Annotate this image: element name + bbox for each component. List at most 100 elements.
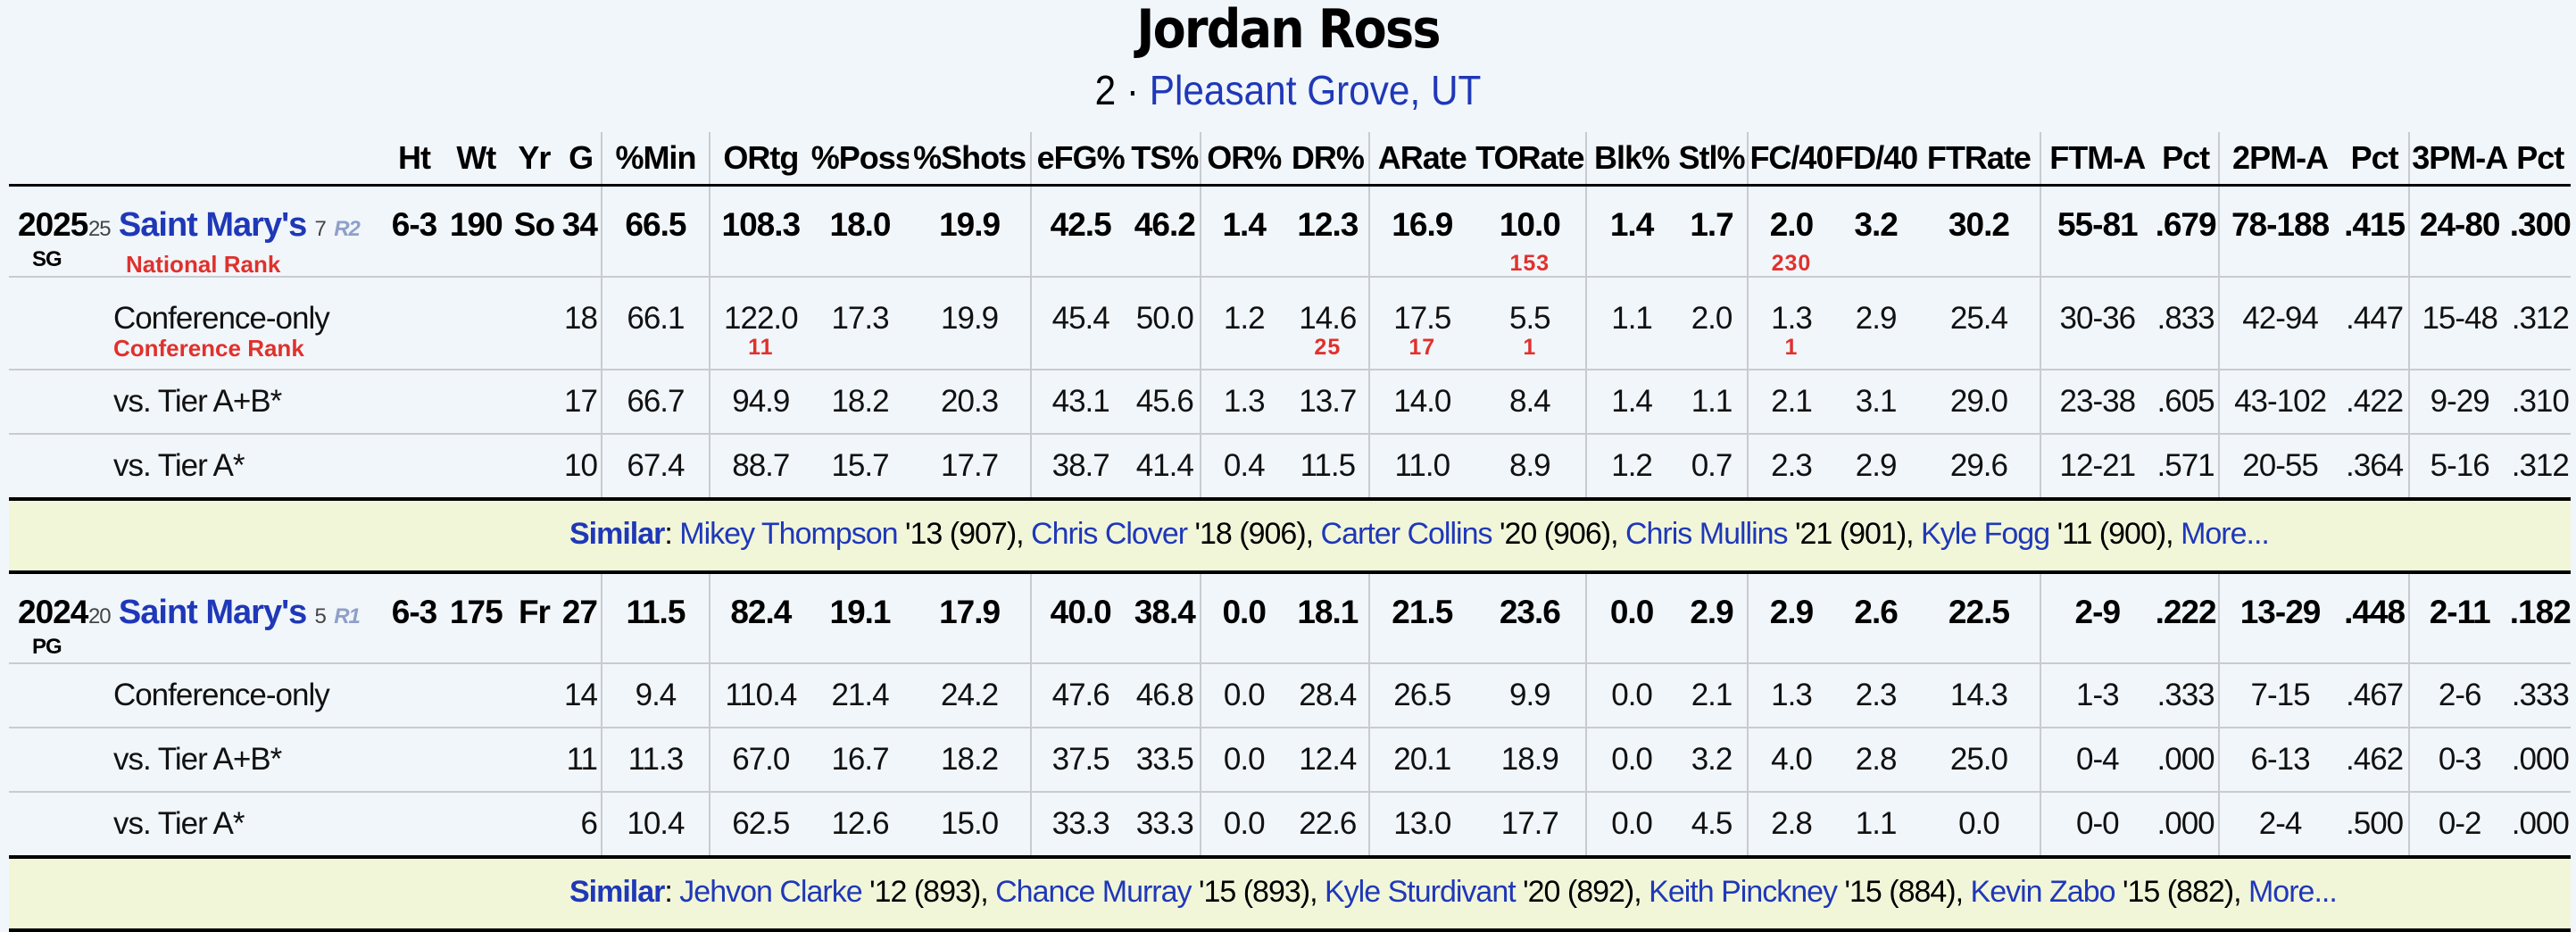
stat-cell: 14.6 25 — [1286, 276, 1370, 370]
hometown-link[interactable]: Pleasant Grove, UT — [1149, 67, 1482, 113]
header-ft-pct[interactable]: Pct — [2162, 139, 2210, 176]
stat-cell: 11.0 — [1368, 433, 1475, 501]
stat-cell: 46.2 — [1129, 184, 1201, 278]
conference-rank: 17 — [1408, 334, 1436, 360]
stat-cell: 21.5 — [1368, 571, 1475, 664]
stat-cell: 6-3 — [383, 184, 445, 278]
similar-player-link[interactable]: Mikey Thompson — [679, 516, 898, 551]
header-stl[interactable]: Stl% — [1678, 139, 1746, 176]
similar-player-link[interactable]: Kevin Zabo — [1970, 874, 2116, 909]
stat-cell: 2-9 — [2040, 571, 2154, 664]
header-ftrate[interactable]: FTRate — [1926, 139, 2032, 176]
split-label: vs. Tier A* — [87, 791, 384, 859]
stat-cell: 0-3 — [2407, 727, 2510, 793]
similar-player-link[interactable]: Kyle Sturdivant — [1325, 874, 1517, 909]
header-or[interactable]: OR% — [1200, 132, 1287, 186]
stat-cell: 2.8 — [1833, 727, 1918, 793]
stat-cell: 0-2 — [2407, 791, 2510, 859]
season-year[interactable]: 2024 — [18, 593, 88, 630]
stat-cell: .571 — [2153, 433, 2219, 501]
stat-cell: 175 — [445, 571, 508, 664]
header-g[interactable]: G — [569, 139, 594, 176]
header-torate[interactable]: TORate — [1475, 139, 1584, 176]
header-ftm[interactable]: FTM-A — [2040, 132, 2154, 186]
similar-cell: Similar: Mikey Thompson '13 (907), Chris… — [9, 498, 2571, 574]
header-ortg[interactable]: ORtg — [708, 132, 811, 186]
stat-cell: 2.6 — [1833, 571, 1918, 664]
similar-player-link[interactable]: Keith Pinckney — [1649, 874, 1838, 909]
stat-cell: 6-13 — [2217, 727, 2341, 793]
stat-cell: 26.5 — [1368, 662, 1475, 728]
stat-cell: 1-3 — [2040, 662, 2154, 728]
header-yr[interactable]: Yr — [518, 139, 551, 176]
stat-cell: .415 — [2340, 184, 2409, 278]
similar-player-info: '15 (884), — [1837, 874, 1971, 909]
stat-cell: .333 — [2509, 662, 2571, 728]
stat-cell: 43.1 — [1029, 369, 1130, 435]
header-fd40[interactable]: FD/40 — [1834, 139, 1918, 176]
header-ht[interactable]: Ht — [398, 139, 431, 176]
blank-cell — [383, 276, 445, 370]
stat-cell: 122.0 11 — [708, 276, 811, 370]
conference-rank: 1 — [1523, 334, 1537, 360]
similar-player-link[interactable]: Carter Collins — [1320, 516, 1493, 551]
header-3pm[interactable]: 3PM-A — [2407, 132, 2510, 186]
similar-player-link[interactable]: Chris Mullins — [1625, 516, 1789, 551]
blank-cell — [383, 727, 445, 793]
similar-player-link[interactable]: Kyle Fogg — [1921, 516, 2050, 551]
stat-cell: 38.4 — [1129, 571, 1201, 664]
header-dr[interactable]: DR% — [1291, 139, 1365, 176]
stat-cell: 2.0 — [1675, 276, 1749, 370]
team-link[interactable]: Saint Mary's — [118, 593, 307, 631]
header-fc40[interactable]: FC/40 — [1747, 132, 1834, 186]
similar-player-link[interactable]: Jehvon Clarke — [679, 874, 862, 909]
stat-cell: 0.0 — [1585, 662, 1676, 728]
team-link[interactable]: Saint Mary's — [118, 206, 307, 244]
stat-cell: .310 — [2509, 369, 2571, 435]
similar-player-info: '15 (893), — [1191, 874, 1325, 909]
stat-cell: 1.2 — [1200, 276, 1287, 370]
stat-cell: 29.6 — [1917, 433, 2041, 501]
header-blank — [9, 132, 88, 186]
header-poss[interactable]: %Poss — [810, 139, 910, 176]
national-rank: 153 — [1509, 251, 1550, 276]
season-year[interactable]: 2025 — [18, 206, 88, 243]
stat-cell: .000 — [2509, 727, 2571, 793]
similar-player-link[interactable]: Chance Murray — [995, 874, 1192, 909]
header-shots[interactable]: %Shots — [913, 139, 1026, 176]
split-label: Conference-only — [87, 662, 384, 728]
stat-cell: 18.2 — [909, 727, 1031, 793]
header-wt[interactable]: Wt — [456, 139, 496, 176]
stat-cell: 19.9 — [909, 184, 1031, 278]
separator-dot: · — [1126, 67, 1150, 113]
more-similar-link[interactable]: More... — [2181, 516, 2270, 551]
stat-cell: 11.5 — [600, 571, 710, 664]
similar-player-info: '15 (882), — [2115, 874, 2248, 909]
header-blk[interactable]: Blk% — [1585, 132, 1676, 186]
blank-cell — [9, 791, 88, 859]
stat-cell: 10.0 153 — [1474, 184, 1587, 278]
header-3p-pct[interactable]: Pct — [2516, 139, 2564, 176]
stat-cell: 2.9 — [1675, 571, 1749, 664]
stat-cell: 15-48 — [2407, 276, 2510, 370]
stat-cell: So — [507, 184, 561, 278]
header-2p-pct[interactable]: Pct — [2350, 139, 2399, 176]
header-2pm[interactable]: 2PM-A — [2217, 132, 2341, 186]
header-arate[interactable]: ARate — [1368, 132, 1475, 186]
stat-cell: 0-4 — [2040, 727, 2154, 793]
similar-player-info: '11 (900), — [2049, 516, 2181, 551]
similar-players-row: Similar: Mikey Thompson '13 (907), Chris… — [9, 498, 2571, 574]
split-row-tierab: vs. Tier A+B* 17 66.7 94.9 18.2 20.3 43.1 45.6 1… — [9, 369, 2571, 435]
stat-cell: 3.2 — [1675, 727, 1749, 793]
blank-cell — [507, 662, 561, 728]
more-similar-link[interactable]: More... — [2248, 874, 2338, 909]
stat-cell: .500 — [2340, 791, 2409, 859]
header-efg[interactable]: eFG% — [1029, 132, 1130, 186]
header-min[interactable]: %Min — [600, 132, 710, 186]
season-year-cell: 2024 PG — [9, 571, 88, 664]
stat-cell: 6-3 — [383, 571, 445, 664]
similar-player-link[interactable]: Chris Clover — [1031, 516, 1188, 551]
header-ts[interactable]: TS% — [1131, 139, 1199, 176]
header-blank — [88, 132, 384, 186]
stat-cell: 47.6 — [1029, 662, 1130, 728]
